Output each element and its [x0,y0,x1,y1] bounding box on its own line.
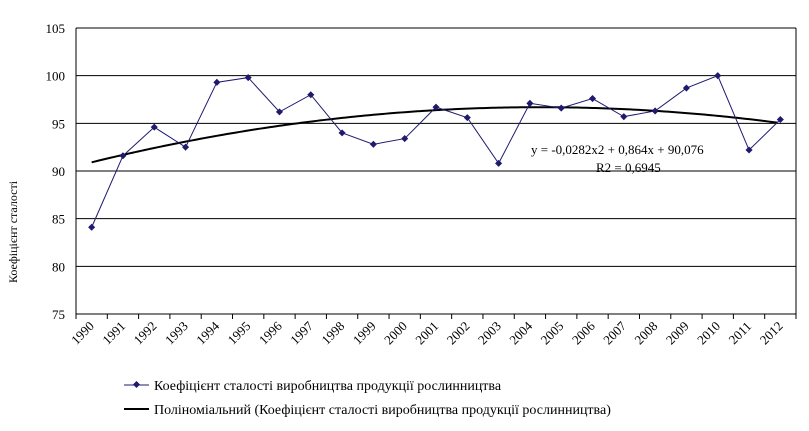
trendline-layer [91,106,778,164]
y-tick-label: 100 [46,69,66,84]
x-tick-label: 1995 [224,318,253,347]
y-tick-label: 105 [46,21,66,36]
x-tick-label: 2005 [538,318,567,347]
data-point [369,140,377,148]
data-point [119,152,127,160]
x-tick-label: 1997 [287,318,316,347]
data-point [682,84,690,92]
x-tick-label: 1991 [99,318,128,347]
data-point [213,78,221,86]
data-point [651,107,659,115]
x-tick-label: 2007 [600,318,629,347]
data-point [463,114,471,122]
data-point [714,72,722,80]
x-tick-label: 2003 [475,318,504,347]
data-point [338,129,346,137]
legend: Коефіцієнт сталості виробництва продукці… [124,379,611,418]
x-tick-label: 2000 [381,318,410,347]
trend-r-squared: R2 = 0,6945 [596,160,661,175]
data-point [526,99,534,107]
x-tick-label: 2006 [569,318,598,347]
y-tick-label: 85 [52,212,65,227]
data-point [776,115,784,124]
legend-trend-label: Поліноміальний (Коефіцієнт сталості виро… [154,403,611,418]
x-tick-label: 1999 [350,318,379,347]
x-tick-label: 2011 [726,318,755,347]
x-tick-label: 1993 [162,318,191,347]
gridlines [75,27,797,315]
x-tick-label: 2012 [757,318,786,347]
x-tick-label: 1992 [131,318,160,347]
y-tick-label: 95 [52,116,65,131]
y-tick-label: 75 [52,307,65,322]
x-tick-label: 1998 [318,318,347,347]
trend-equation: y = -0,0282x2 + 0,864x + 90,076 [531,142,704,157]
y-tick-labels: 75 80 85 90 95 100 105 [46,21,66,322]
data-point [182,143,190,151]
data-series-layer [88,72,784,231]
data-point [432,103,440,111]
y-tick-label: 90 [52,164,65,179]
x-tick-label: 2009 [663,318,692,347]
y-tick-label: 80 [52,259,65,274]
x-tick-label: 1990 [68,318,97,347]
x-tick-label: 2008 [631,318,660,347]
legend-series-marker [132,380,141,389]
data-point [88,223,96,231]
data-point [275,108,284,116]
x-tick-label: 2010 [694,318,723,347]
data-point [244,74,252,82]
x-tick-labels: 1990 1991 1992 1993 1994 1995 1996 1997 1998 1999… [68,314,797,347]
data-point [588,95,597,103]
data-point [495,159,503,167]
y-axis-title: Коефіцієнт сталості [6,180,20,283]
x-tick-label: 2002 [444,318,473,347]
data-point [745,146,753,154]
data-point [401,135,409,143]
polynomial-trendline [91,106,778,164]
data-point [557,104,565,112]
data-point [307,91,315,99]
x-tick-label: 2004 [506,318,535,347]
legend-series-label: Коефіцієнт сталості виробництва продукці… [154,379,502,394]
x-tick-label: 1996 [256,318,285,347]
data-point [620,113,628,121]
x-tick-label: 2001 [412,318,441,347]
data-point [150,123,158,131]
x-tick-label: 1994 [193,318,222,347]
